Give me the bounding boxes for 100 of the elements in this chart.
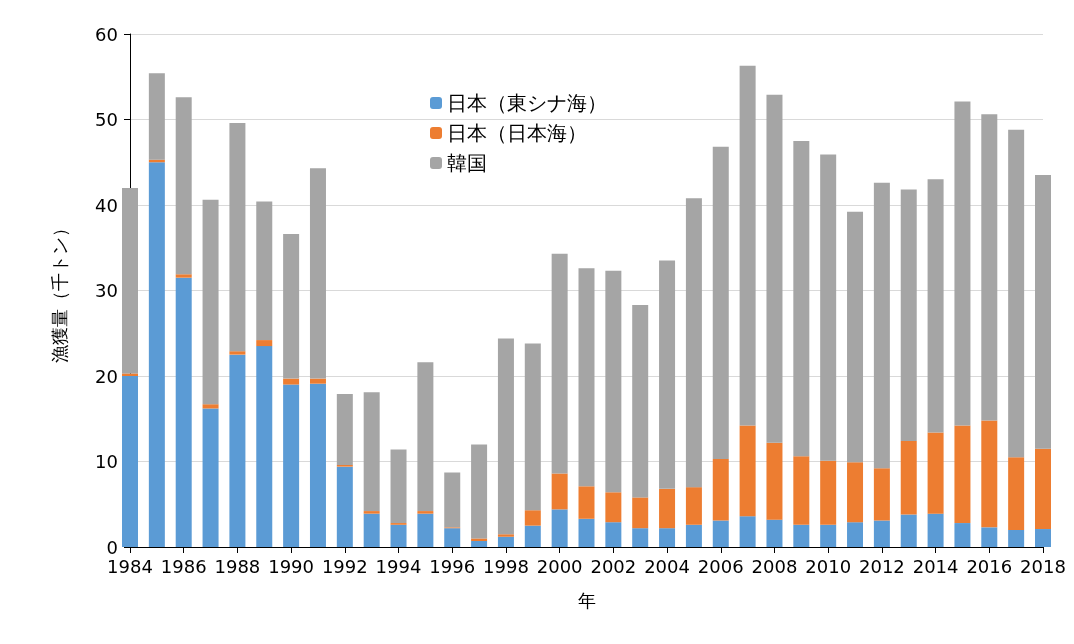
bar (793, 140, 810, 457)
bar (900, 189, 917, 441)
bar (578, 268, 595, 487)
bar (578, 518, 595, 547)
bar (847, 211, 864, 463)
bar (712, 146, 729, 459)
x-tick-label: 2018 (1020, 555, 1066, 577)
bar (766, 519, 783, 547)
bar (605, 270, 622, 493)
bar (632, 305, 649, 498)
bar (309, 378, 326, 384)
bar (229, 122, 246, 352)
y-tick-label: 40 (95, 194, 118, 216)
bar (390, 449, 407, 524)
bar (1008, 457, 1025, 530)
bar (551, 253, 568, 474)
bar (283, 384, 300, 547)
bar (1035, 448, 1051, 530)
bar (981, 114, 998, 421)
legend-label: 日本（日本海） (447, 121, 587, 145)
x-tick-label: 2006 (697, 555, 744, 577)
bar (927, 513, 944, 547)
y-tick-label: 30 (95, 280, 118, 301)
x-tick-label: 1988 (214, 555, 261, 577)
bar (336, 466, 353, 547)
y-tick-label: 60 (95, 23, 118, 45)
bar (632, 528, 649, 547)
bar (793, 524, 810, 547)
x-tick-label: 1984 (107, 555, 153, 577)
bar (632, 497, 649, 529)
bar (202, 199, 219, 405)
bar (659, 260, 676, 489)
bar (471, 541, 488, 547)
bar (1035, 175, 1051, 449)
bar (148, 162, 165, 547)
bar (900, 514, 917, 547)
bar (712, 520, 729, 547)
legend-label: 日本（東シナ海） (447, 91, 607, 115)
bar (283, 234, 300, 379)
bar (605, 522, 622, 547)
legend-label: 韓国 (447, 151, 487, 175)
bar (927, 432, 944, 514)
bar (229, 351, 246, 355)
x-tick-label: 1996 (429, 555, 476, 577)
x-tick-label: 1994 (375, 555, 422, 577)
bar (820, 524, 837, 547)
bar (363, 513, 380, 547)
bar (605, 492, 622, 523)
bar (766, 442, 783, 520)
bar (309, 168, 326, 379)
x-tick-label: 2014 (912, 555, 959, 577)
bar (444, 472, 461, 528)
x-tick-label: 1990 (268, 555, 315, 577)
bar (551, 509, 568, 547)
bar (739, 425, 756, 517)
bar (766, 94, 783, 443)
bar (873, 468, 890, 521)
bar (954, 101, 971, 426)
bar (524, 343, 541, 511)
bar (873, 520, 890, 547)
bar (793, 456, 810, 525)
bar (471, 538, 488, 542)
bar (175, 277, 192, 547)
y-tick-label: 50 (95, 109, 118, 130)
bar (122, 376, 138, 547)
bar (1008, 529, 1025, 547)
bar (336, 393, 353, 465)
x-tick-label: 2004 (644, 555, 690, 577)
y-tick-label: 0 (106, 536, 118, 558)
bar (954, 523, 971, 547)
bar (471, 444, 488, 539)
bar (524, 510, 541, 526)
bar (981, 420, 998, 528)
bar (417, 511, 434, 514)
y-tick-label: 10 (95, 451, 118, 472)
bar (847, 462, 864, 523)
x-tick-label: 1986 (160, 555, 207, 577)
x-tick-label: 1998 (483, 555, 529, 577)
bar (417, 362, 434, 512)
bar (202, 408, 219, 547)
bar (283, 378, 300, 385)
bar (122, 373, 138, 376)
bar (202, 404, 219, 409)
bar (981, 527, 998, 547)
bar (712, 458, 729, 521)
x-tick-label: 2016 (966, 555, 1013, 577)
bar (497, 534, 514, 537)
x-tick-label: 2012 (858, 555, 905, 577)
x-tick-label: 1992 (321, 555, 368, 577)
bar (900, 440, 917, 515)
bar (954, 425, 971, 524)
x-tick-label: 2010 (805, 555, 852, 577)
bar (1035, 529, 1051, 547)
bar (820, 460, 837, 525)
x-tick-label: 2002 (590, 555, 637, 577)
bar (148, 73, 165, 160)
bar (524, 525, 541, 547)
bar (659, 488, 676, 529)
bar (739, 516, 756, 547)
bar (309, 383, 326, 547)
